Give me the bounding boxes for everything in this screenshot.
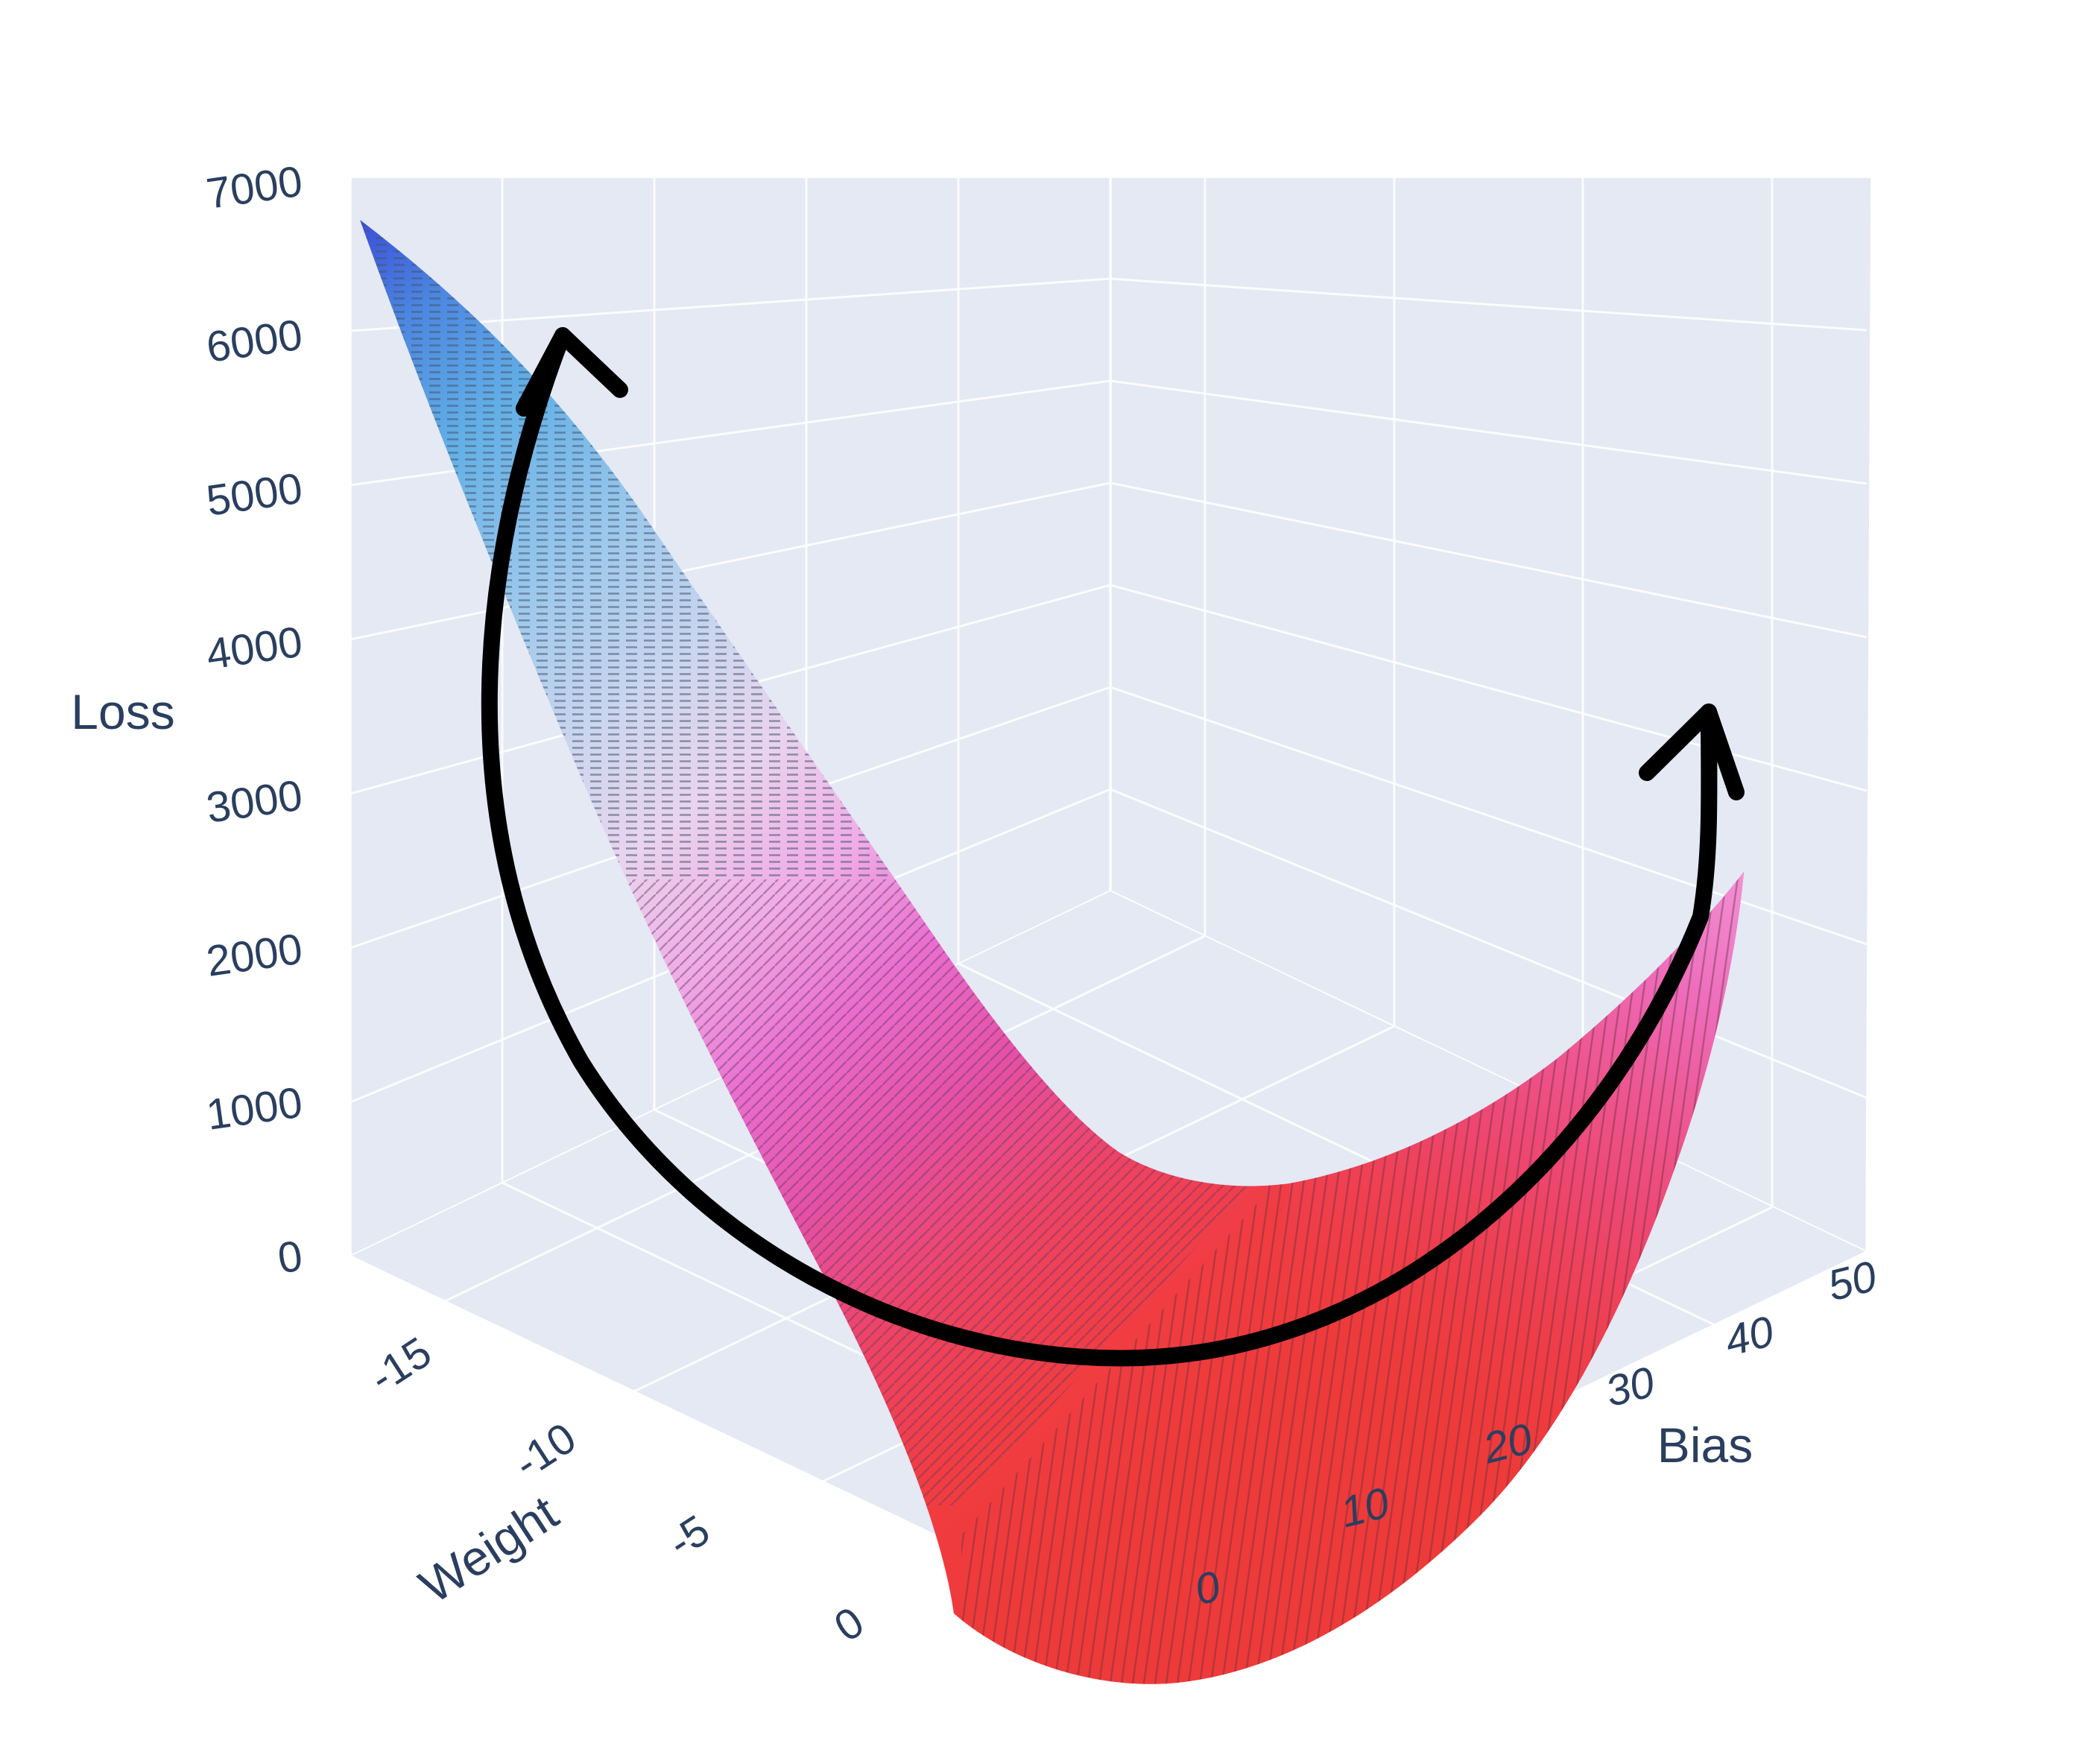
bias-axis-title: Bias xyxy=(1657,1417,1753,1473)
bias-tick: 20 xyxy=(1478,1414,1537,1473)
bias-tick: 50 xyxy=(1823,1252,1881,1311)
z-axis-ticks: 7000 6000 5000 4000 3000 2000 1000 0 xyxy=(203,157,306,1283)
bias-axis-ticks: 0 10 20 30 40 50 xyxy=(1190,1252,1882,1615)
valley-arrow-shaft xyxy=(481,327,1718,1367)
bias-tick: 10 xyxy=(1335,1479,1394,1537)
z-tick: 3000 xyxy=(203,771,306,832)
z-tick: 4000 xyxy=(203,618,306,679)
z-tick: 6000 xyxy=(203,311,306,372)
weight-tick: -5 xyxy=(660,1505,718,1567)
z-tick: 7000 xyxy=(203,157,306,218)
z-tick: 5000 xyxy=(203,464,306,525)
z-tick: 1000 xyxy=(203,1078,306,1139)
z-axis-title: Loss xyxy=(71,684,174,739)
arrowhead-right-icon xyxy=(1639,704,1745,800)
bias-tick: 30 xyxy=(1601,1358,1659,1417)
weight-tick: -15 xyxy=(361,1328,440,1403)
bias-tick: 40 xyxy=(1720,1307,1778,1366)
weight-axis-title: Weight xyxy=(410,1485,568,1613)
arrowhead-left-icon xyxy=(516,327,628,417)
weight-tick: 0 xyxy=(826,1598,872,1651)
scene-3d[interactable] xyxy=(283,175,1878,1764)
weight-tick: -10 xyxy=(506,1414,585,1488)
valley-arrow-annotation xyxy=(481,327,1745,1367)
z-tick: 0 xyxy=(275,1232,306,1283)
z-tick: 2000 xyxy=(203,925,306,986)
